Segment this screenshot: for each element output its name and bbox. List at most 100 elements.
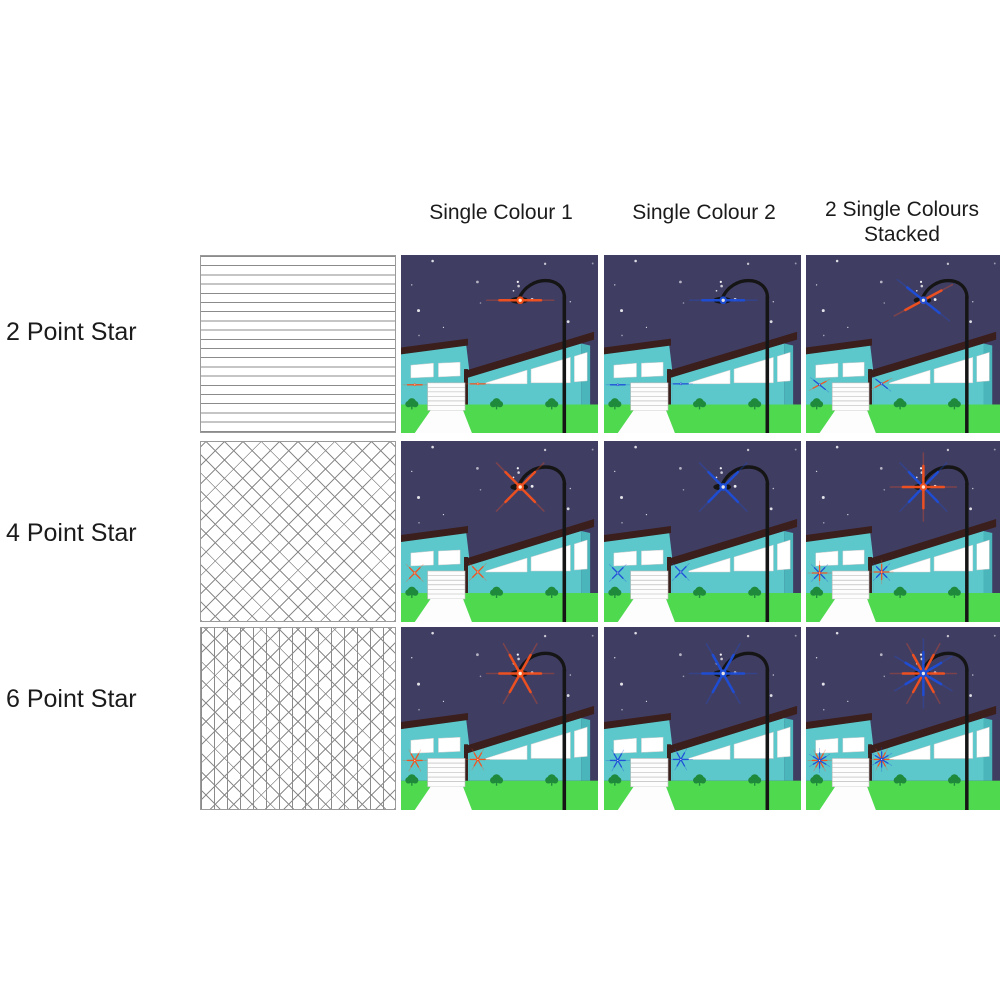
lens-flare-star — [889, 452, 958, 522]
window-upper-left-2 — [842, 549, 865, 566]
shrub-canopy — [608, 777, 615, 784]
shrub-canopy — [412, 400, 419, 408]
column-header-single-colour-1: Single Colour 1 — [429, 201, 573, 224]
sky-star — [620, 682, 624, 686]
sky-star — [946, 262, 950, 266]
shrub-right — [545, 398, 559, 410]
shrub-centre — [693, 586, 707, 598]
window-right-edge — [777, 726, 791, 758]
window-upper-left — [815, 737, 839, 754]
shrub-left — [405, 586, 419, 598]
shrub-canopy — [496, 400, 504, 408]
lens-flare-star — [668, 748, 694, 771]
lens-flare-star — [485, 642, 555, 705]
sky-star — [516, 467, 519, 470]
window-clerestory — [485, 557, 528, 573]
sky-star — [591, 262, 594, 265]
lamp-pole — [765, 483, 770, 622]
flare-hotspot — [414, 759, 416, 762]
flare-hotspot — [721, 485, 725, 489]
lamp-arm — [720, 278, 770, 300]
window-upper-left-2 — [641, 361, 664, 378]
lens-flare-star — [402, 749, 428, 772]
lens-flare-star — [869, 559, 894, 585]
shrub-centre — [490, 398, 504, 410]
sky-star — [543, 448, 547, 452]
window-upper-left-2 — [438, 361, 461, 378]
scene-cell-4point-single-colour-2 — [604, 441, 801, 622]
flare-hotspot — [617, 759, 619, 762]
sky-star — [476, 280, 479, 284]
sky-star — [682, 302, 685, 304]
window-picture-right — [933, 356, 974, 384]
shrub-canopy — [754, 589, 762, 596]
window-right-edge — [976, 726, 990, 758]
sky-star — [835, 445, 839, 449]
lens-flare-group — [608, 462, 748, 582]
shrub-canopy — [405, 777, 412, 784]
sky-star — [969, 320, 972, 324]
scene-illustration — [401, 255, 598, 433]
sky-star — [530, 484, 534, 488]
shrub-canopy — [608, 589, 615, 596]
lens-flare-star — [608, 564, 627, 582]
shrub-canopy — [893, 400, 900, 408]
window-picture-right — [530, 731, 571, 759]
roof-right-fascia — [667, 519, 798, 567]
shrub-centre — [490, 586, 504, 598]
shrub-canopy — [900, 400, 907, 408]
sky-star — [821, 309, 825, 313]
sky-star — [772, 487, 775, 490]
lamp-arm — [920, 651, 969, 673]
shrub-canopy — [405, 400, 412, 408]
lens-flare-star — [807, 560, 832, 586]
sky-star — [417, 495, 421, 500]
lamp-arm — [517, 278, 567, 300]
driveway — [414, 410, 472, 433]
flare-hotspot — [818, 572, 821, 574]
window-right-edge — [976, 539, 990, 571]
roof-right-fascia — [464, 705, 595, 755]
sky-star — [794, 262, 797, 265]
sky-star — [746, 448, 750, 452]
window-clerestory — [889, 369, 931, 385]
shrub-canopy — [754, 777, 762, 784]
shrub-canopy — [816, 777, 824, 784]
sky-star — [411, 470, 413, 473]
shrub-canopy — [545, 589, 552, 596]
sky-star — [566, 320, 570, 324]
lamp-arm — [920, 465, 969, 486]
sky-star — [720, 657, 723, 661]
shrub-canopy — [948, 589, 955, 596]
shrub-canopy — [496, 777, 504, 784]
window-picture-right — [733, 544, 774, 572]
sky-star — [614, 284, 616, 286]
shrub-canopy — [948, 777, 955, 784]
lens-flare-star — [809, 747, 831, 774]
shrub-centre — [693, 398, 707, 410]
row-label-six-point-star: 6 Point Star — [6, 685, 137, 713]
sky-star — [620, 309, 624, 313]
roof-valley-post — [868, 557, 872, 593]
sky-star — [969, 507, 972, 511]
sky-star — [417, 682, 421, 686]
sky-star — [591, 448, 594, 451]
sky-star — [847, 326, 849, 328]
sky-star — [411, 657, 413, 659]
flare-hotspot — [680, 383, 682, 385]
pattern-swatch-diagonal-crosshatch — [200, 441, 396, 622]
shrub-canopy — [551, 777, 559, 784]
sky-star — [769, 320, 773, 324]
shrub-centre — [693, 774, 707, 786]
sky-star — [418, 334, 420, 337]
sky-star — [993, 448, 996, 451]
row-label-two-point-star: 2 Point Star — [6, 318, 137, 346]
roof-left-fascia — [806, 712, 872, 730]
roof-right-fascia — [868, 705, 997, 755]
window-picture-right — [933, 544, 974, 572]
roof-right-fascia — [667, 705, 798, 755]
shrub-canopy — [490, 400, 497, 408]
window-upper-left-2 — [438, 549, 461, 566]
shrub-canopy — [699, 777, 707, 784]
lamp-pole — [562, 483, 567, 622]
